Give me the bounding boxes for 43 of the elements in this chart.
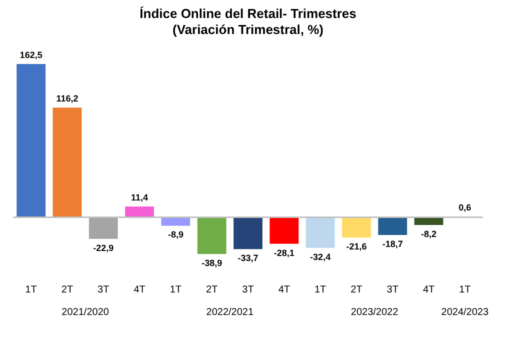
data-label: -8,9 [168, 230, 184, 240]
bar [342, 217, 371, 238]
bar [234, 217, 262, 250]
text: 2022/2021 [206, 307, 254, 318]
x-tick-label: 1T [25, 284, 37, 296]
data-label: -33,7 [238, 253, 258, 264]
bar [306, 217, 335, 248]
x-tick-label: 4T [422, 284, 435, 296]
data-label: 162,5 [20, 50, 42, 60]
bar [378, 217, 408, 235]
data-label: -18,7 [382, 238, 403, 249]
chart-title: Índice Online del Retail- Trimestres [140, 6, 356, 21]
text: 2023/2022 [350, 307, 399, 318]
bar [161, 217, 190, 226]
x-tick-label: 4T [134, 284, 146, 296]
data-label: 116,2 [56, 94, 78, 104]
bar [16, 64, 46, 218]
x-tick-label: 2T [206, 284, 218, 296]
bar [270, 217, 299, 244]
x-tick-label: 3T [386, 284, 398, 296]
x-tick-label: 1T [459, 284, 471, 296]
data-label: 11,4 [131, 192, 148, 203]
text: 2024/2023 [441, 307, 489, 318]
x-tick-label: 2T [350, 284, 362, 296]
text: 2021/2020 [62, 307, 110, 318]
data-label: -22,9 [93, 242, 114, 253]
x-tick-label: 3T [242, 284, 254, 296]
x-tick-label: 3T [98, 284, 110, 296]
x-tick-label: 2T [61, 284, 74, 296]
data-label: -8,2 [421, 229, 437, 240]
data-label: -28,1 [274, 248, 294, 258]
bar [52, 108, 82, 218]
bar [125, 206, 154, 218]
data-label: -21,6 [346, 242, 367, 252]
x-tick-label: 4T [278, 284, 290, 296]
bar [88, 217, 118, 239]
bar [197, 217, 226, 254]
x-tick-label: 1T [170, 284, 182, 296]
chart-subtitle: (Variación Trimestral, %) [172, 22, 324, 37]
data-label: -38,9 [202, 258, 222, 268]
data-label: -32,4 [310, 252, 331, 262]
data-label: 0,6 [458, 202, 472, 213]
x-tick-label: 1T [314, 284, 326, 296]
